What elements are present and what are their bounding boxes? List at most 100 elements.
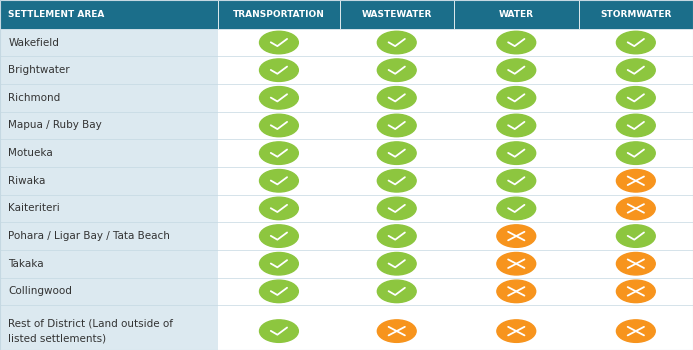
Bar bbox=[579, 305, 693, 350]
Ellipse shape bbox=[259, 197, 298, 220]
Ellipse shape bbox=[497, 142, 536, 164]
Text: TRANSPORTATION: TRANSPORTATION bbox=[233, 10, 325, 19]
Ellipse shape bbox=[617, 252, 656, 275]
Bar bbox=[340, 250, 454, 278]
Text: Richmond: Richmond bbox=[8, 93, 60, 103]
Ellipse shape bbox=[377, 59, 416, 82]
Bar bbox=[340, 112, 454, 139]
Ellipse shape bbox=[497, 86, 536, 109]
Ellipse shape bbox=[259, 169, 298, 192]
Bar bbox=[0, 222, 218, 250]
Ellipse shape bbox=[497, 197, 536, 220]
Text: Collingwood: Collingwood bbox=[8, 286, 72, 296]
Bar bbox=[454, 278, 579, 305]
Ellipse shape bbox=[377, 169, 416, 192]
Ellipse shape bbox=[497, 59, 536, 82]
Bar bbox=[340, 278, 454, 305]
Bar bbox=[0, 0, 693, 29]
Ellipse shape bbox=[259, 114, 298, 137]
Bar bbox=[340, 167, 454, 195]
Bar bbox=[340, 84, 454, 112]
Ellipse shape bbox=[497, 320, 536, 342]
Ellipse shape bbox=[497, 225, 536, 247]
Bar bbox=[218, 167, 340, 195]
Bar bbox=[218, 112, 340, 139]
Bar bbox=[340, 195, 454, 222]
Ellipse shape bbox=[377, 86, 416, 109]
Bar bbox=[340, 56, 454, 84]
Bar bbox=[454, 222, 579, 250]
Ellipse shape bbox=[497, 252, 536, 275]
Text: Motueka: Motueka bbox=[8, 148, 53, 158]
Bar bbox=[579, 195, 693, 222]
Ellipse shape bbox=[617, 59, 656, 82]
Ellipse shape bbox=[497, 31, 536, 54]
Ellipse shape bbox=[259, 252, 298, 275]
Bar bbox=[218, 278, 340, 305]
Text: Rest of District (Land outside of: Rest of District (Land outside of bbox=[8, 318, 173, 328]
Bar bbox=[218, 222, 340, 250]
Ellipse shape bbox=[497, 169, 536, 192]
Bar bbox=[218, 250, 340, 278]
Text: Kaiteriteri: Kaiteriteri bbox=[8, 203, 60, 214]
Bar bbox=[579, 56, 693, 84]
Ellipse shape bbox=[377, 142, 416, 164]
Ellipse shape bbox=[617, 280, 656, 303]
Bar bbox=[218, 84, 340, 112]
Bar bbox=[579, 278, 693, 305]
Ellipse shape bbox=[617, 169, 656, 192]
Ellipse shape bbox=[497, 114, 536, 137]
Text: Riwaka: Riwaka bbox=[8, 176, 46, 186]
Bar bbox=[0, 305, 218, 350]
Bar bbox=[0, 112, 218, 139]
Bar bbox=[0, 167, 218, 195]
Text: Pohara / Ligar Bay / Tata Beach: Pohara / Ligar Bay / Tata Beach bbox=[8, 231, 170, 241]
Bar bbox=[340, 222, 454, 250]
Bar bbox=[454, 195, 579, 222]
Text: Wakefield: Wakefield bbox=[8, 37, 59, 48]
Bar bbox=[0, 84, 218, 112]
Ellipse shape bbox=[259, 225, 298, 247]
Ellipse shape bbox=[377, 225, 416, 247]
Text: WATER: WATER bbox=[499, 10, 534, 19]
Bar bbox=[579, 167, 693, 195]
Text: listed settlements): listed settlements) bbox=[8, 334, 107, 344]
Ellipse shape bbox=[377, 280, 416, 303]
Ellipse shape bbox=[377, 31, 416, 54]
Bar bbox=[454, 84, 579, 112]
Ellipse shape bbox=[259, 320, 298, 342]
Bar bbox=[340, 29, 454, 56]
Bar bbox=[218, 29, 340, 56]
Text: Brightwater: Brightwater bbox=[8, 65, 70, 75]
Bar bbox=[218, 139, 340, 167]
Ellipse shape bbox=[617, 142, 656, 164]
Bar bbox=[454, 29, 579, 56]
Ellipse shape bbox=[617, 86, 656, 109]
Bar bbox=[0, 195, 218, 222]
Text: WASTEWATER: WASTEWATER bbox=[362, 10, 432, 19]
Text: SETTLEMENT AREA: SETTLEMENT AREA bbox=[8, 10, 105, 19]
Bar bbox=[340, 139, 454, 167]
Ellipse shape bbox=[377, 114, 416, 137]
Bar bbox=[454, 305, 579, 350]
Ellipse shape bbox=[259, 142, 298, 164]
Bar bbox=[579, 112, 693, 139]
Bar bbox=[579, 139, 693, 167]
Bar bbox=[218, 56, 340, 84]
Bar bbox=[0, 278, 218, 305]
Ellipse shape bbox=[617, 320, 656, 342]
Text: Mapua / Ruby Bay: Mapua / Ruby Bay bbox=[8, 120, 102, 131]
Ellipse shape bbox=[617, 225, 656, 247]
Bar bbox=[218, 305, 340, 350]
Bar bbox=[340, 305, 454, 350]
Bar bbox=[0, 250, 218, 278]
Ellipse shape bbox=[377, 320, 416, 342]
Bar bbox=[579, 222, 693, 250]
Bar bbox=[579, 29, 693, 56]
Ellipse shape bbox=[617, 31, 656, 54]
Ellipse shape bbox=[259, 280, 298, 303]
Text: STORMWATER: STORMWATER bbox=[600, 10, 672, 19]
Text: Takaka: Takaka bbox=[8, 259, 44, 269]
Ellipse shape bbox=[259, 31, 298, 54]
Ellipse shape bbox=[617, 114, 656, 137]
